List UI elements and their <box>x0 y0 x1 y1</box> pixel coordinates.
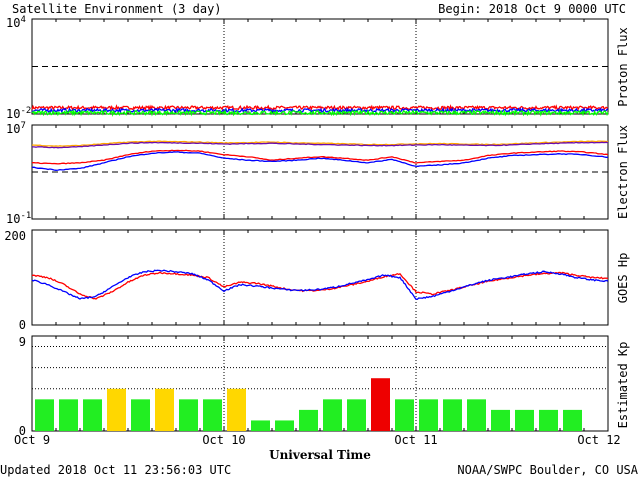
kp-bar <box>131 399 150 431</box>
kp-bar <box>443 399 462 431</box>
series-line-green <box>31 108 609 117</box>
kp-bar <box>155 388 174 431</box>
series-line-red <box>31 271 609 300</box>
kp-bar <box>83 399 102 431</box>
series-line-blue <box>31 269 609 300</box>
estimated-kp-panel: 09 <box>19 335 609 438</box>
kp-bar <box>107 388 126 431</box>
kp-bar <box>395 399 414 431</box>
kp-bar <box>203 399 222 431</box>
kp-bar <box>251 420 270 431</box>
series-line-blue <box>31 107 609 115</box>
kp-bar <box>227 388 246 431</box>
x-tick-oct-9: Oct 9 <box>14 433 50 447</box>
x-axis-label: Universal Time <box>269 448 371 462</box>
x-tick-oct-12: Oct 12 <box>577 433 620 447</box>
y-tick-label: 200 <box>4 229 26 243</box>
kp-bar <box>179 399 198 431</box>
credit-line: NOAA/SWPC Boulder, CO USA <box>457 463 638 477</box>
kp-bar <box>35 399 54 431</box>
y-tick-label: 104 <box>6 15 26 30</box>
kp-bar <box>371 378 390 431</box>
kp-bar <box>467 399 486 431</box>
proton-flux-panel: 10-2 104 <box>6 15 609 121</box>
series-line-purple <box>32 141 609 149</box>
panel-frame <box>31 124 609 220</box>
ylabel-electron-flux: Electron Flux <box>616 125 630 219</box>
series-line-red <box>32 149 609 165</box>
ylabel-goes-hp: GOES Hp <box>616 253 630 304</box>
goes-hp-panel: 0 200 <box>4 229 609 332</box>
kp-bar <box>491 409 510 431</box>
y-tick-label: 0 <box>19 424 26 438</box>
ylabel-estimated-kp: Estimated Kp <box>616 342 630 429</box>
updated-time: Updated 2018 Oct 11 23:56:03 UTC <box>0 463 231 477</box>
electron-flux-panel: 10-1 107 <box>6 121 609 226</box>
y-tick-label: 10-2 <box>6 106 31 121</box>
begin-time: Begin: 2018 Oct 9 0000 UTC <box>438 2 626 16</box>
kp-bar <box>275 420 294 431</box>
panel-frame <box>31 229 609 326</box>
series-line-red <box>31 104 609 112</box>
series-line-orange <box>31 140 609 147</box>
y-tick-label: 9 <box>19 335 26 349</box>
kp-bar <box>515 409 534 431</box>
y-tick-label: 10-1 <box>6 211 31 226</box>
ylabel-proton-flux: Proton Flux <box>616 27 630 106</box>
kp-bar <box>347 399 366 431</box>
x-tick-oct-11: Oct 11 <box>394 433 437 447</box>
kp-bar <box>299 409 318 431</box>
kp-bar <box>323 399 342 431</box>
kp-bar <box>59 399 78 431</box>
y-tick-label: 0 <box>19 318 26 332</box>
series-line-blue <box>31 151 608 171</box>
y-tick-label: 107 <box>6 121 26 136</box>
x-tick-oct-10: Oct 10 <box>202 433 245 447</box>
panel-frame <box>31 18 609 115</box>
kp-bar <box>539 409 558 431</box>
chart-title: Satellite Environment (3 day) <box>12 2 222 16</box>
kp-bar <box>419 399 438 431</box>
kp-bar <box>563 409 582 431</box>
